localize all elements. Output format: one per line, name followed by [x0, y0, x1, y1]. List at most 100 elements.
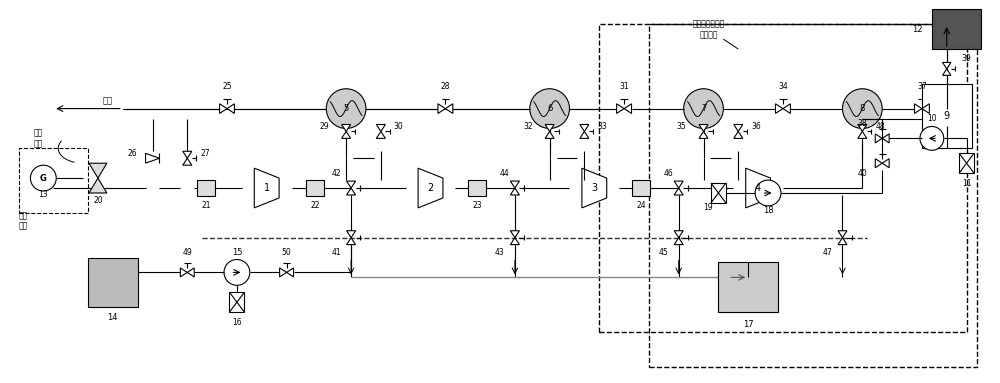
- Bar: [306, 180, 324, 196]
- Polygon shape: [875, 134, 882, 143]
- Polygon shape: [510, 188, 519, 195]
- Bar: [718, 262, 778, 312]
- Polygon shape: [580, 124, 589, 131]
- Polygon shape: [89, 163, 107, 193]
- Polygon shape: [858, 131, 867, 138]
- Polygon shape: [347, 181, 356, 188]
- Polygon shape: [280, 268, 287, 277]
- Polygon shape: [287, 268, 294, 277]
- Polygon shape: [699, 124, 708, 131]
- Text: 6: 6: [547, 104, 552, 113]
- Text: 47: 47: [823, 248, 832, 257]
- Text: 39: 39: [962, 54, 971, 64]
- Text: G: G: [40, 173, 47, 183]
- Text: 4: 4: [755, 183, 761, 193]
- Text: 9: 9: [944, 111, 950, 121]
- Polygon shape: [943, 69, 951, 75]
- Polygon shape: [510, 231, 519, 238]
- Polygon shape: [922, 104, 929, 113]
- Polygon shape: [254, 168, 279, 208]
- Polygon shape: [882, 159, 889, 168]
- Text: 16: 16: [232, 318, 242, 327]
- Polygon shape: [699, 131, 708, 138]
- Polygon shape: [545, 124, 554, 131]
- Text: 20: 20: [93, 196, 103, 205]
- Text: 10: 10: [927, 114, 937, 123]
- Text: 45: 45: [659, 248, 669, 257]
- Text: 17: 17: [743, 319, 753, 329]
- Circle shape: [920, 126, 944, 150]
- Text: 发电
机组: 发电 机组: [19, 211, 28, 231]
- Circle shape: [842, 89, 882, 128]
- Polygon shape: [775, 104, 783, 113]
- Text: 23: 23: [472, 201, 482, 210]
- Bar: [229, 292, 244, 312]
- Text: 31: 31: [619, 82, 629, 91]
- Bar: [932, 9, 981, 49]
- Polygon shape: [624, 104, 632, 113]
- Text: 15: 15: [232, 248, 242, 257]
- Polygon shape: [746, 168, 771, 208]
- Bar: [19, 148, 88, 213]
- Text: 32: 32: [523, 122, 533, 131]
- Polygon shape: [445, 104, 453, 113]
- Text: 1: 1: [264, 183, 270, 193]
- Polygon shape: [674, 231, 683, 238]
- Text: 19: 19: [704, 203, 713, 213]
- Bar: [922, 84, 972, 148]
- Text: 25: 25: [222, 82, 232, 91]
- Circle shape: [755, 180, 781, 206]
- Polygon shape: [342, 124, 351, 131]
- Bar: [88, 257, 138, 307]
- Bar: [197, 180, 215, 196]
- Text: 42: 42: [331, 169, 341, 178]
- Bar: [959, 153, 974, 173]
- Polygon shape: [943, 62, 951, 69]
- Bar: [649, 24, 977, 367]
- Text: 26: 26: [128, 149, 137, 158]
- Text: 36: 36: [751, 122, 761, 131]
- Text: 18: 18: [763, 206, 773, 215]
- Bar: [632, 180, 650, 196]
- Polygon shape: [882, 134, 889, 143]
- Text: 大气: 大气: [103, 96, 113, 105]
- Polygon shape: [674, 238, 683, 245]
- Polygon shape: [510, 181, 519, 188]
- Polygon shape: [734, 124, 743, 131]
- Polygon shape: [580, 131, 589, 138]
- Circle shape: [684, 89, 723, 128]
- Bar: [468, 180, 486, 196]
- Text: 22: 22: [311, 201, 320, 210]
- Circle shape: [30, 165, 56, 191]
- Polygon shape: [510, 238, 519, 245]
- Text: 14: 14: [108, 313, 118, 322]
- Circle shape: [326, 89, 366, 128]
- Polygon shape: [838, 238, 847, 245]
- Text: 28: 28: [441, 82, 450, 91]
- Text: 29: 29: [319, 122, 329, 131]
- Polygon shape: [438, 104, 445, 113]
- Circle shape: [224, 260, 250, 285]
- Polygon shape: [858, 124, 867, 131]
- Polygon shape: [582, 168, 607, 208]
- Circle shape: [530, 89, 569, 128]
- Polygon shape: [347, 188, 356, 195]
- Polygon shape: [875, 159, 882, 168]
- Text: 38: 38: [858, 119, 867, 128]
- Text: 49: 49: [182, 248, 192, 257]
- Text: 液化空气存储及
气化部分: 液化空气存储及 气化部分: [692, 20, 725, 39]
- Text: 21: 21: [201, 201, 211, 210]
- Polygon shape: [418, 168, 443, 208]
- Polygon shape: [227, 104, 234, 113]
- Polygon shape: [183, 158, 192, 165]
- Text: 7: 7: [701, 104, 706, 113]
- Polygon shape: [617, 104, 624, 113]
- Text: 33: 33: [597, 122, 607, 131]
- Text: 2: 2: [427, 183, 434, 193]
- Text: 43: 43: [495, 248, 505, 257]
- Polygon shape: [783, 104, 790, 113]
- Polygon shape: [146, 153, 159, 163]
- Polygon shape: [342, 131, 351, 138]
- Polygon shape: [674, 181, 683, 188]
- Text: 24: 24: [636, 201, 646, 210]
